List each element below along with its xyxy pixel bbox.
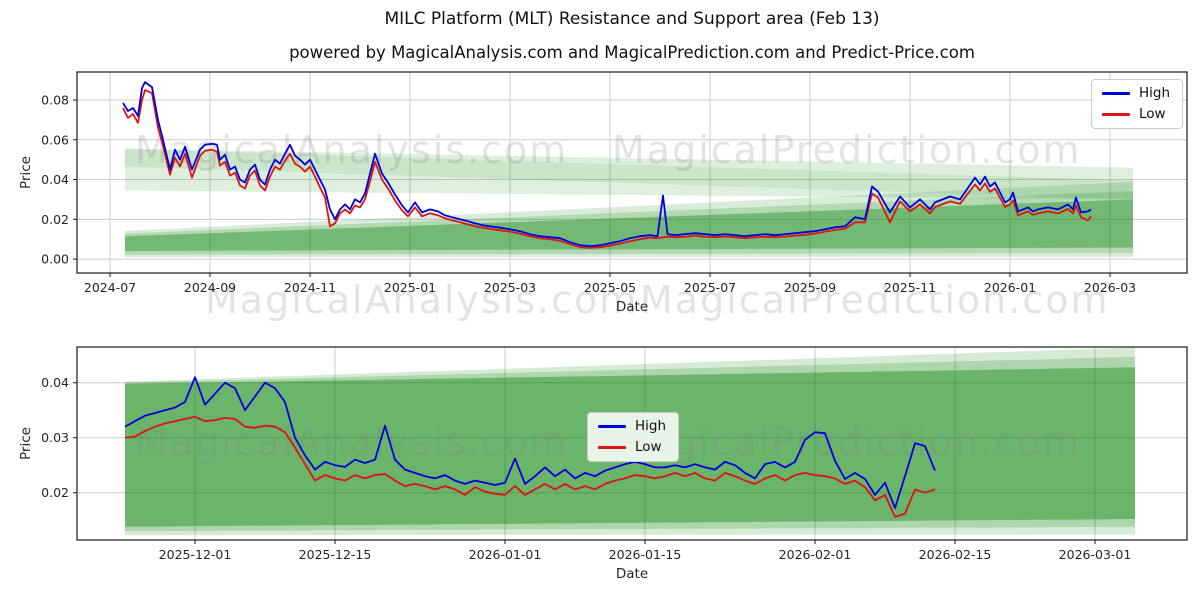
y-tick-label: 0.00 — [41, 252, 69, 267]
plot-border — [76, 71, 1188, 274]
watermark-text: MagicalPrediction.com — [612, 420, 1082, 464]
y-axis-label: Price — [18, 427, 34, 460]
x-tick-label: 2025-12-01 — [159, 547, 232, 562]
x-tick-label: 2026-02-15 — [919, 547, 992, 562]
y-tick-label: 0.02 — [41, 485, 69, 500]
legend-label-low: Low — [1139, 106, 1166, 122]
y-tick-label: 0.03 — [41, 430, 69, 445]
x-tick-label: 2026-01 — [984, 280, 1036, 295]
support-resistance-band — [125, 247, 1133, 255]
x-tick-label: 2025-03 — [484, 280, 536, 295]
x-tick-label: 2024-07 — [84, 280, 136, 295]
support-resistance-band — [125, 199, 1133, 252]
legend-label-high: High — [635, 418, 667, 434]
high-line-swatch — [1102, 92, 1130, 95]
support-resistance-band — [125, 253, 1133, 258]
watermark-text: MagicalAnalysis.com — [205, 278, 638, 322]
y-tick-label: 0.08 — [41, 93, 69, 108]
y-tick-label: 0.02 — [41, 212, 69, 227]
low-line — [124, 415, 936, 518]
legend-entry-high: High — [1102, 86, 1170, 101]
x-axis-label: Date — [616, 299, 648, 315]
watermark-text: MagicalPrediction.com — [640, 278, 1110, 322]
watermark-text: MagicalPrediction.com — [612, 128, 1082, 172]
legend-bottom-chart: High Low — [587, 412, 680, 462]
watermark-text: MagicalAnalysis.com — [135, 420, 568, 464]
x-tick-label: 2025-05 — [584, 280, 636, 295]
legend-entry-low: Low — [1102, 107, 1170, 122]
high-line — [122, 81, 1092, 248]
x-tick-label: 2025-12-15 — [299, 547, 372, 562]
support-resistance-band — [125, 347, 1135, 383]
page-title: MILC Platform (MLT) Resistance and Suppo… — [384, 9, 880, 29]
x-tick-label: 2024-11 — [284, 280, 336, 295]
support-resistance-band — [125, 519, 1135, 532]
x-tick-label: 2025-07 — [684, 280, 736, 295]
legend-top-chart: High Low — [1091, 79, 1184, 129]
y-tick-label: 0.04 — [41, 172, 69, 187]
legend-label-high: High — [1139, 85, 1171, 101]
support-resistance-band — [125, 356, 1135, 384]
high-line — [124, 376, 936, 510]
x-tick-label: 2026-03 — [1084, 280, 1136, 295]
y-axis-label: Price — [18, 156, 34, 189]
plot-border — [76, 346, 1188, 541]
low-line — [122, 89, 1092, 249]
x-tick-label: 2025-01 — [384, 280, 436, 295]
page-subtitle: powered by MagicalAnalysis.com and Magic… — [289, 43, 975, 62]
support-resistance-band — [125, 181, 1133, 234]
legend-label-low: Low — [635, 439, 662, 455]
x-tick-label: 2025-09 — [784, 280, 836, 295]
x-tick-label: 2026-01-01 — [469, 547, 542, 562]
y-tick-label: 0.04 — [41, 375, 69, 390]
support-resistance-band — [125, 526, 1135, 536]
high-line-swatch — [598, 425, 626, 428]
x-tick-label: 2026-03-01 — [1059, 547, 1132, 562]
low-line-swatch — [598, 446, 626, 449]
legend-entry-high: High — [598, 419, 666, 434]
y-tick-label: 0.06 — [41, 132, 69, 147]
x-tick-label: 2024-09 — [184, 280, 236, 295]
x-tick-label: 2026-02-01 — [779, 547, 852, 562]
x-axis-label: Date — [616, 566, 648, 582]
x-tick-label: 2025-11 — [884, 280, 936, 295]
legend-entry-low: Low — [598, 440, 666, 455]
x-tick-label: 2026-01-15 — [609, 547, 682, 562]
low-line-swatch — [1102, 113, 1130, 116]
